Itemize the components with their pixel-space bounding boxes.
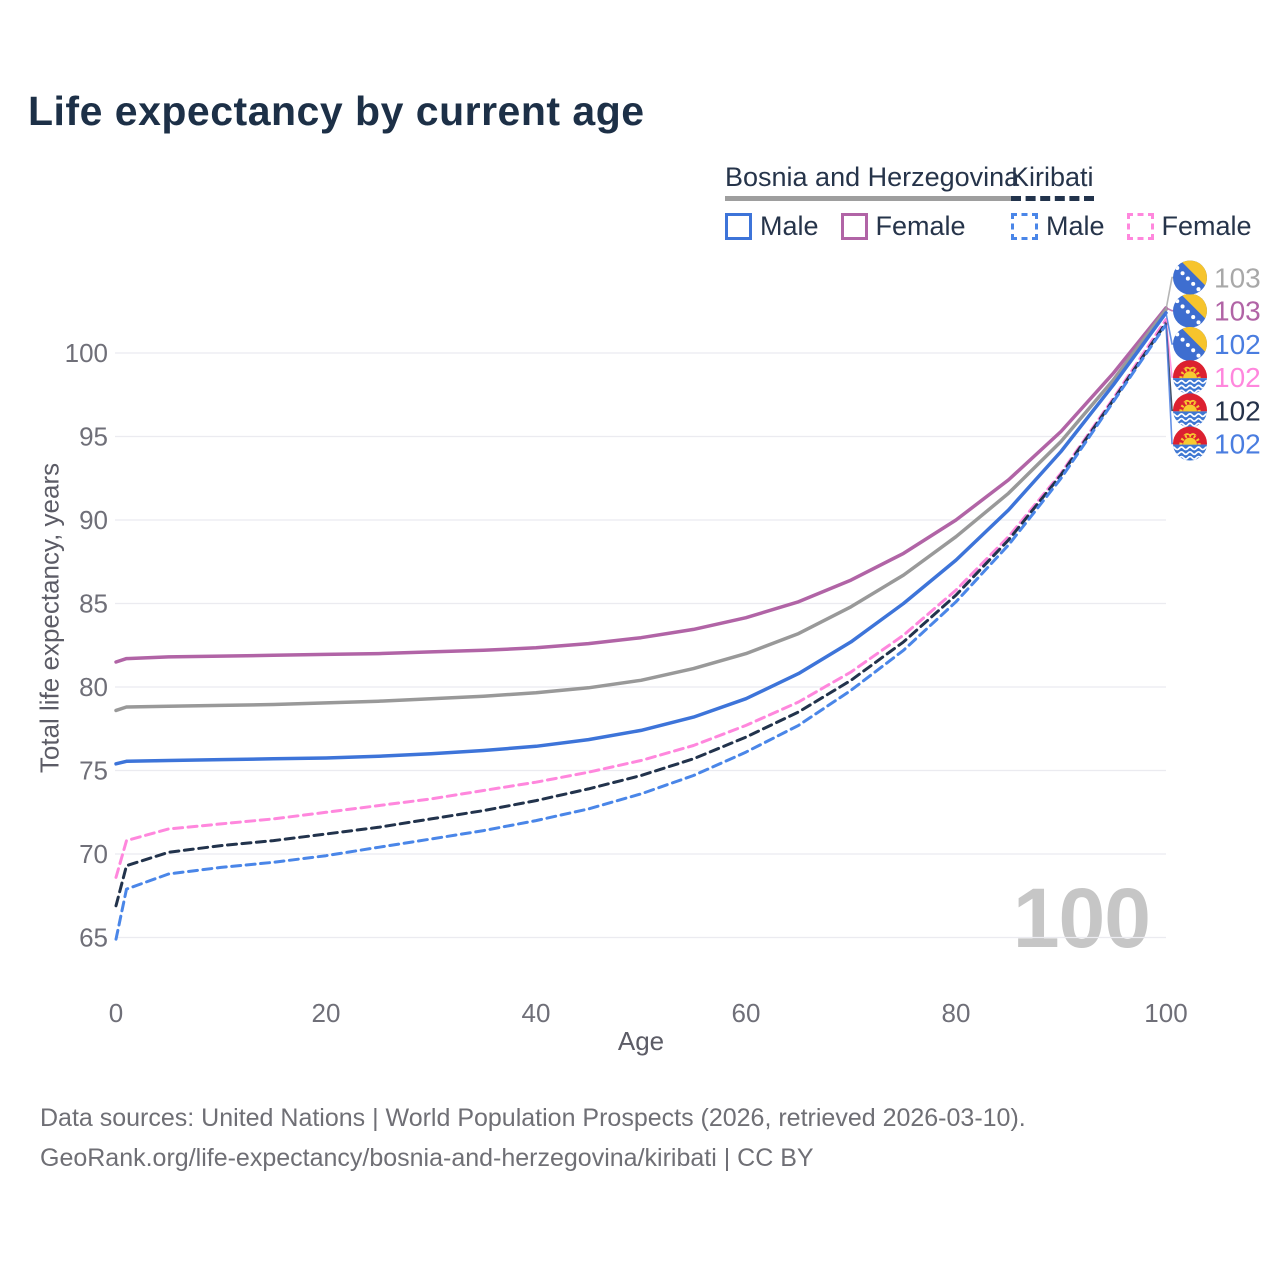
- page-title: Life expectancy by current age: [28, 88, 645, 134]
- legend-group-kiribati: Kiribati Male Female: [1011, 162, 1252, 242]
- series-line-kiribati-female[interactable]: [114, 318, 1168, 879]
- x-axis-title: Age: [617, 1026, 665, 1056]
- legend-group-kiribati-label: Kiribati: [1011, 162, 1094, 201]
- legend-group-bosnia-label: Bosnia and Herzegovina: [725, 162, 1020, 201]
- legend-item-bosnia-male[interactable]: Male: [725, 211, 819, 242]
- series-line-kiribati-total[interactable]: [114, 321, 1168, 908]
- legend-label: Male: [760, 211, 819, 241]
- y-tick-label-70: 70: [79, 839, 108, 869]
- legend-label: Female: [875, 211, 966, 241]
- legend-label: Male: [1046, 211, 1105, 241]
- x-tick-label-20: 20: [312, 998, 341, 1028]
- legend-label: Female: [1161, 211, 1252, 241]
- end-value-label-bosnia-and-herzegovina-female: 103: [1214, 296, 1261, 327]
- bosnia-female-swatch-icon: [840, 213, 868, 240]
- kiribati-flag-icon: [1171, 360, 1209, 394]
- y-tick-label-95: 95: [79, 422, 108, 452]
- end-value-label-bosnia-and-herzegovina-male: 102: [1214, 329, 1261, 360]
- legend-items-kiribati: Male Female: [1011, 211, 1252, 242]
- kiribati-male-swatch-icon: [1011, 213, 1038, 240]
- y-tick-label-65: 65: [79, 923, 108, 953]
- series-line-kiribati-male[interactable]: [114, 323, 1168, 941]
- x-tick-label-80: 80: [942, 998, 971, 1028]
- end-value-label-kiribati-male: 102: [1214, 429, 1261, 460]
- y-tick-label-100: 100: [65, 338, 108, 368]
- kiribati-flag-icon: [1171, 393, 1209, 427]
- legend-items-bosnia: Male Female: [725, 211, 1019, 242]
- x-tick-label-100: 100: [1144, 998, 1187, 1028]
- end-value-label-kiribati-female: 102: [1214, 362, 1261, 393]
- kiribati-flag-icon: [1171, 427, 1209, 461]
- y-tick-label-90: 90: [79, 505, 108, 535]
- y-tick-label-75: 75: [79, 756, 108, 786]
- legend-item-kiribati-male[interactable]: Male: [1011, 211, 1105, 242]
- x-tick-label-40: 40: [522, 998, 551, 1028]
- y-tick-label-80: 80: [79, 672, 108, 702]
- x-tick-label-60: 60: [732, 998, 761, 1028]
- x-tick-label-0: 0: [109, 998, 123, 1028]
- bosnia-flag-icon: [1173, 327, 1207, 361]
- series-line-bosnia-and-herzegovina-male[interactable]: [114, 311, 1168, 766]
- legend-group-bosnia: Bosnia and Herzegovina Male Female: [725, 162, 1020, 242]
- y-tick-label-85: 85: [79, 589, 108, 619]
- end-value-label-bosnia-and-herzegovina-total: 103: [1214, 263, 1261, 294]
- footer-attribution: GeoRank.org/life-expectancy/bosnia-and-h…: [40, 1144, 814, 1172]
- age-counter-watermark: 100: [1012, 871, 1151, 965]
- legend-item-bosnia-female[interactable]: Female: [840, 211, 966, 242]
- series-line-bosnia-and-herzegovina-female[interactable]: [114, 306, 1168, 664]
- bosnia-flag-icon: [1173, 261, 1207, 295]
- footer-data-sources: Data sources: United Nations | World Pop…: [40, 1104, 1026, 1132]
- kiribati-female-swatch-icon: [1126, 213, 1154, 240]
- series-line-bosnia-and-herzegovina-total[interactable]: [114, 307, 1168, 713]
- legend-item-kiribati-female[interactable]: Female: [1126, 211, 1252, 242]
- bosnia-male-swatch-icon: [725, 213, 752, 240]
- bosnia-flag-icon: [1173, 294, 1207, 328]
- end-value-label-kiribati-total: 102: [1214, 395, 1261, 426]
